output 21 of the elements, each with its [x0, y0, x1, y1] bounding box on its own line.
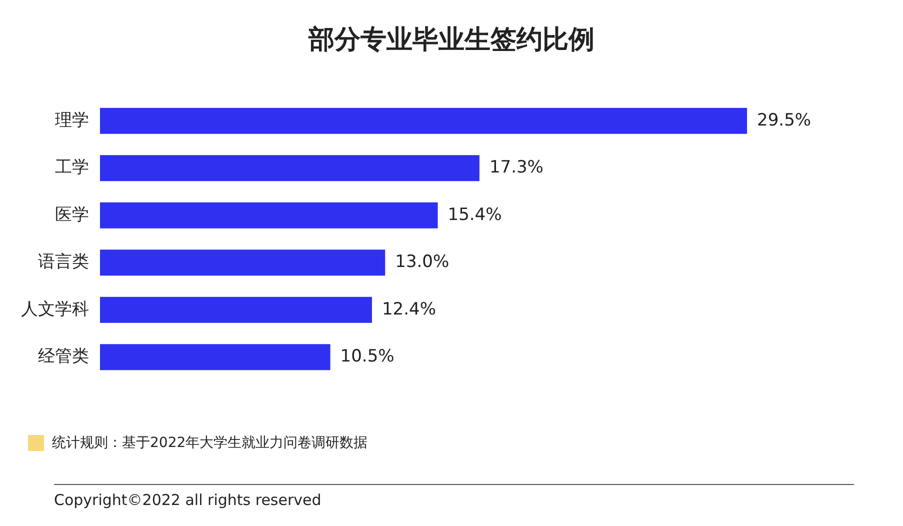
y-tick-label: 理学: [55, 110, 89, 130]
bar: [100, 296, 372, 323]
y-tick-label: 工学: [55, 158, 89, 178]
data-label: 10.5%: [340, 346, 394, 367]
text: Copyright©2022 all rights reserved: [54, 491, 322, 509]
y-tick-label: 人文学科: [21, 299, 89, 320]
bar: [100, 250, 386, 276]
text: 统计规则：基于2022年大学生就业力问卷调研数据: [52, 434, 368, 452]
bar: [100, 344, 330, 370]
y-tick-label: 医学: [55, 204, 89, 225]
y-tick-label: 经管类: [38, 346, 89, 367]
data-label: 13.0%: [395, 252, 450, 272]
data-label: 12.4%: [382, 299, 436, 320]
data-label: 29.5%: [757, 110, 812, 130]
bar: [100, 155, 480, 182]
data-label: 15.4%: [448, 204, 502, 225]
chart-title: 部分专业毕业生签约比例: [307, 24, 596, 57]
y-tick-label: 语言类: [38, 252, 89, 272]
data-label: 17.3%: [489, 158, 544, 178]
bar: [100, 202, 438, 228]
bar: [100, 108, 748, 134]
